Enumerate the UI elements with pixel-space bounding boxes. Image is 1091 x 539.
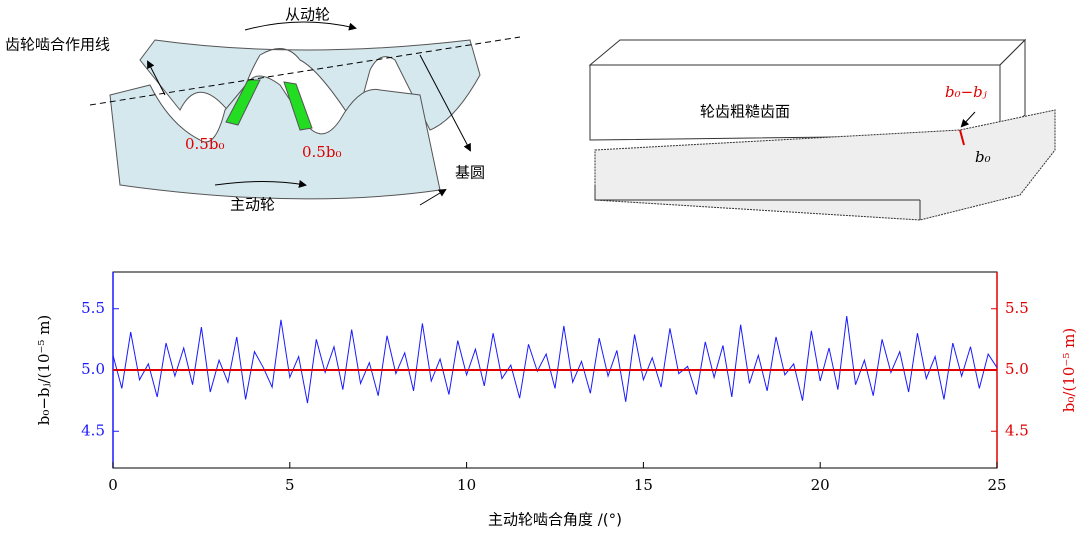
label: 主动轮 bbox=[230, 196, 275, 214]
x-tick-label: 20 bbox=[811, 476, 830, 494]
x-tick-label: 5 bbox=[285, 476, 295, 494]
page: 从动轮 齿轮啮合作用线 0.5b₀ 0.5b₀ 主动轮 基圆 轮齿粗糙齿面 b₀… bbox=[0, 0, 1091, 539]
y2-tick-label: 5.5 bbox=[1005, 299, 1029, 317]
label: 0.5b₀ bbox=[302, 143, 341, 161]
label: 基圆 bbox=[455, 164, 485, 182]
figure: 从动轮 齿轮啮合作用线 0.5b₀ 0.5b₀ 主动轮 基圆 轮齿粗糙齿面 b₀… bbox=[0, 0, 1091, 535]
label: b₀−bⱼ bbox=[945, 83, 987, 101]
x-tick-label: 10 bbox=[457, 476, 476, 494]
chart: 0 5 10 15 20 25 4.5 5.0 5.5 4.5 5.0 5.5 主动轮啮合角度 /(°)… bbox=[35, 272, 1078, 529]
block-front bbox=[590, 65, 1000, 140]
driven-gear-shape bbox=[140, 40, 480, 130]
x-tick-label: 0 bbox=[108, 476, 118, 494]
label: b₀ bbox=[975, 148, 991, 166]
y2-tick-label: 4.5 bbox=[1005, 421, 1029, 439]
y2-tick-label: 5.0 bbox=[1005, 360, 1029, 378]
y-tick-label: 4.5 bbox=[81, 421, 105, 439]
series-line bbox=[113, 316, 997, 403]
y2-axis-label: b₀/(10⁻⁵ m) bbox=[1060, 328, 1078, 412]
label: 从动轮 bbox=[285, 6, 330, 24]
y-axis-label: b₀−bⱼ/(10⁻⁵ m) bbox=[35, 315, 53, 426]
x-tick-label: 25 bbox=[987, 476, 1006, 494]
surface-diagram bbox=[590, 40, 1055, 220]
block-top bbox=[590, 40, 1025, 65]
x-tick-label: 15 bbox=[634, 476, 653, 494]
y-tick-label: 5.0 bbox=[81, 360, 105, 378]
label: 轮齿粗糙齿面 bbox=[700, 103, 790, 121]
label: 0.5b₀ bbox=[185, 135, 224, 153]
y-tick-label: 5.5 bbox=[81, 299, 105, 317]
x-axis-label: 主动轮啮合角度 /(°) bbox=[488, 511, 622, 529]
label: 齿轮啮合作用线 bbox=[5, 36, 110, 54]
